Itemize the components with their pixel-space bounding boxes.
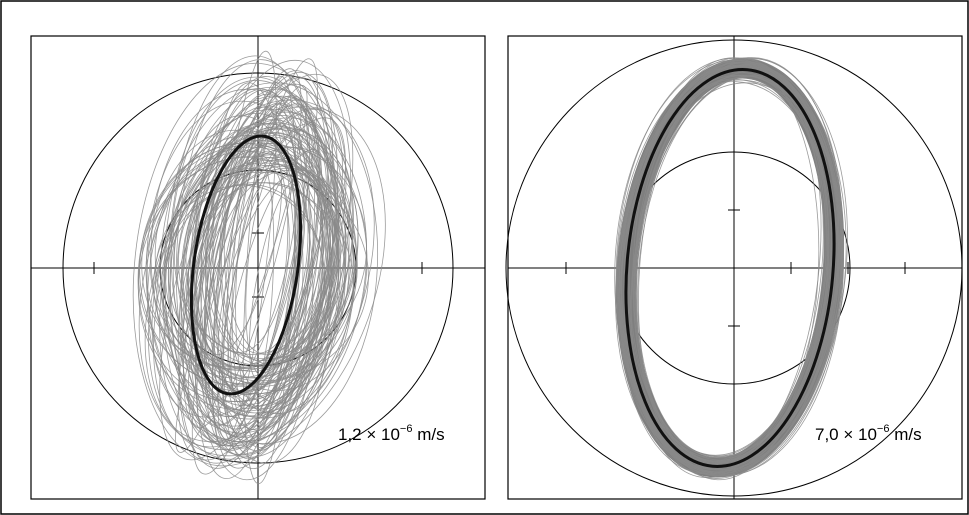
left-orbit-trace (176, 126, 359, 378)
left-orbit-trace (153, 184, 325, 379)
left-scale-unit: m/s (412, 425, 444, 444)
left-orbit-trace (167, 160, 354, 370)
left-orbit-trace (150, 88, 347, 420)
left-orbit-trace (212, 103, 323, 469)
left-orbit-trace (221, 128, 319, 434)
right-orbit-trace (634, 65, 828, 462)
left-orbit-trace (163, 76, 342, 458)
left-orbit-trace (192, 147, 353, 372)
right-mean-orbit (624, 68, 836, 468)
right-orbit-panel: 7,0 × 10−6 m/s (505, 35, 963, 500)
left-orbit-trace (226, 154, 275, 409)
left-scale-exponent: −6 (400, 423, 413, 435)
right-orbit-trace (617, 64, 844, 464)
left-orbit-trace (182, 108, 347, 444)
left-orbit-panel: 1,2 × 10−6 m/s (30, 35, 486, 500)
left-mean-orbit (189, 134, 303, 396)
right-scale-exponent: −6 (877, 423, 890, 435)
right-scale-label: 7,0 × 10−6 m/s (815, 423, 922, 444)
left-orbit-trace (178, 168, 327, 355)
left-scale-label: 1,2 × 10−6 m/s (338, 423, 445, 444)
right-scale-unit: m/s (889, 425, 921, 444)
left-orbit-trace (151, 123, 327, 418)
left-orbit-traces (132, 50, 386, 485)
left-orbit-trace (200, 102, 316, 430)
left-orbit-trace (187, 156, 340, 379)
left-orbit-trace (211, 50, 277, 446)
left-orbit-trace (208, 159, 331, 410)
left-orbit-trace (132, 62, 346, 467)
left-scale-prefix: 1,2 × 10 (338, 425, 400, 444)
left-orbit-trace (216, 83, 337, 452)
right-orbit-trace (628, 57, 836, 472)
left-orbit-trace (160, 182, 354, 388)
left-orbit-trace (177, 89, 305, 469)
left-orbit-trace (242, 75, 297, 485)
left-orbit-trace (187, 68, 302, 429)
right-scale-prefix: 7,0 × 10 (815, 425, 877, 444)
left-orbit-trace (209, 153, 335, 365)
